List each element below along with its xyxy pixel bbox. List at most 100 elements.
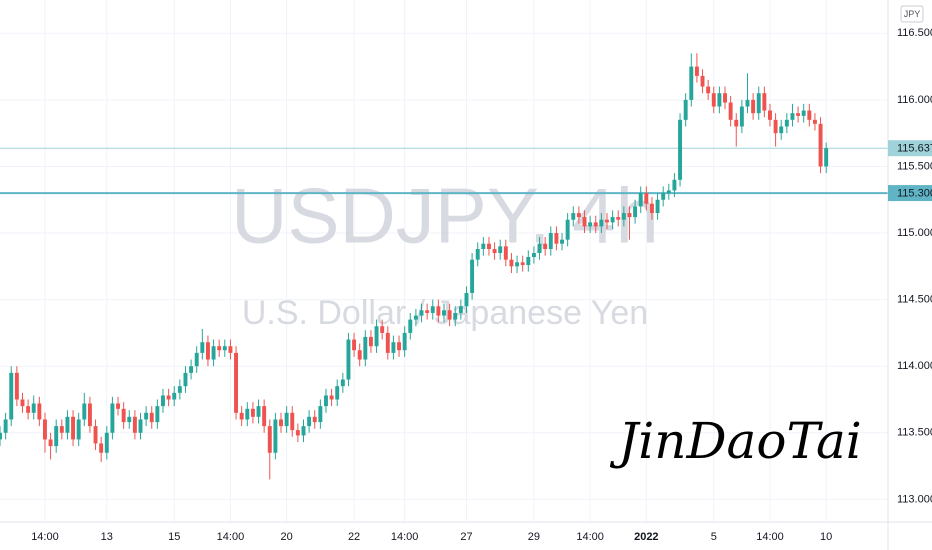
candle-body [734,119,739,127]
candle-body [37,403,42,420]
candle-body [796,113,801,116]
candle-body [0,432,2,440]
candle-body [155,406,160,423]
candle-body [565,219,570,240]
candle-body [638,193,643,207]
x-tick-label: 2022 [634,531,658,543]
candle-body [250,408,255,417]
price-line-label-box [888,185,932,202]
candle-body [531,253,536,258]
candle-body [408,319,413,333]
price-line-label: 115.637 [897,143,932,155]
candle-body [222,346,227,351]
candle-body [419,310,424,316]
candle-body [616,217,621,220]
candle-body [627,213,632,218]
x-tick-label: 20 [281,531,293,543]
candle-body [633,206,638,218]
candle-body [42,419,47,440]
candle-body [475,249,480,260]
candle-body [20,399,25,407]
candle-body [582,217,587,227]
candle-body [211,346,216,360]
candle-body [161,395,165,407]
candle-body [9,372,14,420]
candle-body [48,439,53,447]
candle-body [486,243,491,250]
candle-body [678,119,683,180]
x-tick-label: 27 [460,531,472,543]
candle-body [54,426,59,447]
candles [0,53,829,480]
candle-body [357,350,362,360]
candle-body [307,416,312,427]
candle-body [711,93,716,107]
candle-body [245,408,250,420]
y-tick-label: 113.000 [897,493,932,505]
time-axis [0,522,932,550]
currency: JPY [904,9,921,19]
candle-body [217,346,222,351]
x-tick-label: 14:00 [756,531,784,543]
grid [0,0,888,522]
candle-body [537,243,542,254]
candle-body [380,326,385,333]
candle-body [526,257,531,265]
y-tick-label: 114.000 [897,360,932,372]
candle-body [694,66,699,76]
candle-body [470,259,475,293]
candle-body [700,75,705,87]
candle-body [138,419,143,433]
candle-body [149,412,154,423]
candle-body [14,372,19,400]
candle-body [121,408,126,423]
candle-body [59,426,64,433]
candle-body [104,432,109,453]
candle-body [99,443,104,453]
candle-body [425,310,430,313]
candle-body [515,262,520,267]
x-tick-label: 22 [348,531,360,543]
candle-body [26,406,31,413]
candle-body [790,113,795,120]
candle-body [481,243,486,250]
candle-body [756,93,761,114]
candle-body [762,93,767,111]
candle-body [728,102,733,120]
y-tick-label: 115.000 [897,227,932,239]
candle-body [329,395,334,400]
candle-body [779,126,784,134]
candle-body [346,339,351,380]
candle-body [402,332,407,351]
x-tick-label: 14:00 [217,531,245,543]
candle-body [644,193,649,204]
candle-body [189,366,194,373]
candle-body [76,419,81,440]
candle-body [509,259,514,267]
candle-body [453,312,458,320]
candle-body [110,403,115,433]
candle-body [610,217,615,223]
candle-body [739,106,744,127]
currency-box [900,5,924,23]
candle-body [683,99,688,120]
x-tick-label: 14:00 [391,531,419,543]
axis-labels: 113.000 113.500 114.000 114.500 115.000 115.5… [31,27,932,543]
candle-body [818,123,823,167]
candle-body [548,233,553,250]
candle-body [318,406,323,423]
candle-body [205,342,210,360]
candle-body [352,339,357,351]
candle-body [784,119,789,127]
candle-body [666,190,671,194]
candle-body [363,336,368,360]
candle-body [498,246,503,254]
price-lines [0,147,888,195]
candle-body [324,395,328,407]
candle-body [290,412,295,431]
candle-body [273,419,278,453]
candle-body [717,93,722,107]
candle-body [571,213,576,220]
y-tick-label: 116.500 [897,27,932,39]
